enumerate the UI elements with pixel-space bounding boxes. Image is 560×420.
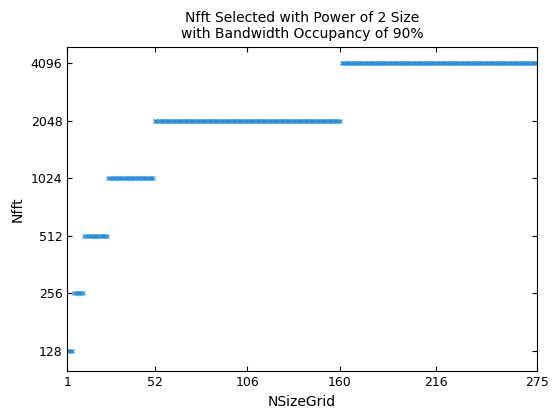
Title: Nfft Selected with Power of 2 Size
with Bandwidth Occupancy of 90%: Nfft Selected with Power of 2 Size with … — [181, 11, 423, 41]
Y-axis label: Nfft: Nfft — [11, 196, 25, 222]
X-axis label: NSizeGrid: NSizeGrid — [268, 395, 336, 409]
